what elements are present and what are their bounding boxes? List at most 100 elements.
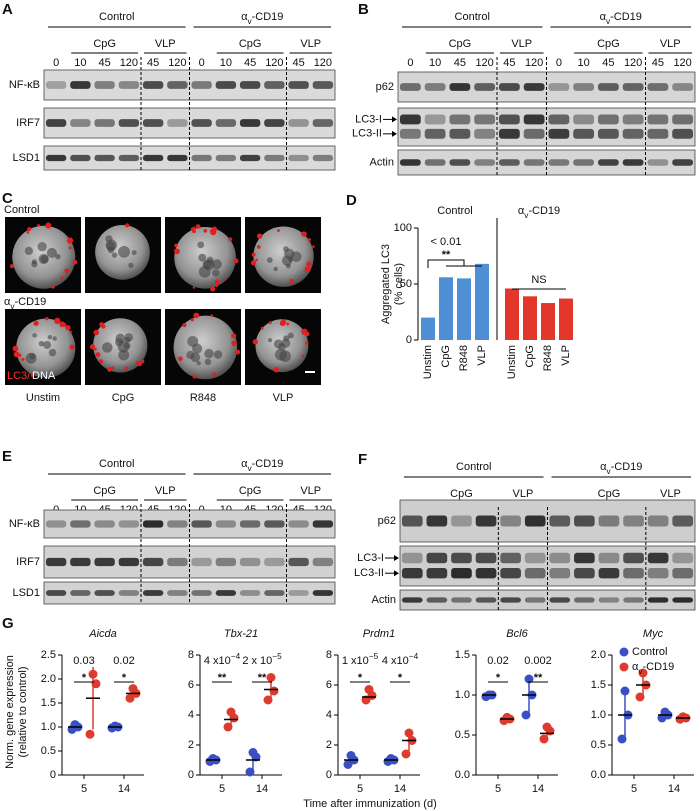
lc3-dot [69, 344, 75, 350]
dna-texture [290, 251, 302, 262]
blot-band [312, 557, 334, 567]
blot-band [70, 119, 91, 127]
dna-texture [204, 348, 214, 359]
blot-band [597, 159, 619, 166]
p-value-exponent: −4 [409, 652, 419, 661]
y-tick-label: 0.0 [591, 769, 606, 781]
blot-band [45, 520, 67, 528]
blot-band [672, 128, 694, 139]
legend-swatch [619, 647, 629, 657]
column-label: VLP [273, 392, 294, 404]
lane-label: 45 [293, 57, 305, 69]
dna-texture [124, 336, 131, 343]
blot-band [623, 515, 644, 527]
dna-texture [212, 269, 220, 277]
blot-band [451, 568, 472, 579]
x-tick-label: VLP [560, 345, 572, 366]
nucleus [253, 226, 314, 287]
blot-band [598, 568, 620, 579]
treatment-label: VLP [660, 488, 681, 500]
y-tick-label: 8 [326, 649, 332, 661]
y-tick-label: 0.5 [41, 745, 56, 757]
blot-band [312, 590, 334, 596]
lc3-dot [279, 320, 286, 327]
blot-band [672, 597, 694, 603]
y-tick-label: 1.0 [41, 721, 56, 733]
nucleus [173, 315, 238, 380]
dna-texture [37, 242, 47, 252]
blot-band [239, 154, 261, 162]
text-rest: -CD19 [252, 458, 284, 470]
y-tick-label: 8 [188, 649, 194, 661]
legend-label: αv-CD19 [632, 661, 674, 676]
blot-band [548, 83, 570, 91]
lane-label: 0 [199, 57, 205, 69]
bar [541, 303, 555, 340]
blot-band [597, 128, 619, 139]
y-tick-label: 100 [394, 222, 412, 234]
blot-band [500, 552, 521, 564]
p-value-base: 4 x10 [204, 655, 231, 667]
dna-texture [211, 259, 222, 270]
treatment-label: CpG [598, 488, 621, 500]
blot-band [573, 128, 595, 139]
blot-band [426, 568, 448, 579]
blot-band [118, 154, 140, 162]
y-tick-label: 0.5 [455, 729, 470, 741]
blot-band [672, 568, 694, 579]
lc3-dot [33, 320, 39, 326]
blot-band [474, 83, 496, 91]
bar [457, 278, 471, 340]
lc3-dot [195, 224, 201, 229]
blot-band [623, 552, 644, 564]
bar [505, 288, 519, 340]
y-axis-label: Norm. gene expression [4, 655, 16, 769]
blot-band [524, 552, 546, 564]
blot-band [142, 520, 164, 528]
blot-band [167, 81, 188, 89]
blot-band [498, 159, 520, 166]
p-value-base: 2 x 10 [242, 655, 272, 667]
blot-band [288, 590, 309, 596]
blot-band [549, 515, 571, 527]
treatment-label: CpG [597, 38, 620, 50]
y-tick-label: 2 [326, 739, 332, 751]
blot-band [45, 119, 67, 127]
p-value-exponent: −5 [369, 652, 379, 661]
lane-label: 120 [168, 57, 186, 69]
blot-band [239, 520, 261, 528]
lc3-dot [305, 341, 309, 345]
blot-band [399, 83, 421, 91]
blot-band [215, 520, 237, 528]
significance-star: * [122, 672, 127, 684]
treatment-label: VLP [660, 38, 681, 50]
lc3-dot [304, 266, 311, 273]
blot-band [474, 128, 496, 139]
blot-band [215, 119, 237, 127]
blot-band [647, 515, 669, 527]
significance-star: * [398, 672, 403, 684]
dna-texture [102, 342, 113, 353]
blot-band [142, 590, 164, 596]
dna-texture [31, 261, 38, 268]
lc3-dot [268, 321, 272, 325]
column-label: R848 [190, 392, 216, 404]
blot-band [574, 552, 595, 564]
lc3-dot [231, 333, 237, 339]
y-tick-label: 2.0 [41, 673, 56, 685]
x-tick-label: R848 [542, 345, 554, 371]
lc3-dot [301, 354, 305, 358]
subscript: v [524, 211, 529, 220]
blot-band [622, 114, 644, 125]
blot-band [94, 154, 115, 162]
lc3-dot [125, 223, 130, 228]
blot-band [548, 159, 570, 166]
panel-letter: B [358, 1, 369, 18]
treatment-label: VLP [300, 485, 321, 497]
y-axis-label: Aggregated LC3 [380, 244, 392, 324]
bar [523, 296, 537, 340]
bar [559, 298, 573, 340]
lc3-dot [95, 352, 101, 358]
blot-band [549, 597, 571, 603]
dna-texture [47, 334, 53, 340]
